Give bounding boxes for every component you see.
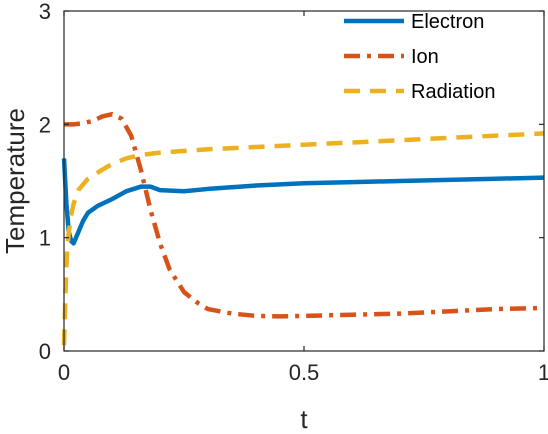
series-line-electron — [61, 158, 545, 246]
x-tick-label: 0.5 — [289, 360, 320, 385]
y-tick-label: 2 — [39, 112, 51, 137]
legend-label-electron: Electron — [411, 11, 484, 33]
legend-label-radiation: Radiation — [411, 81, 496, 103]
series-line-radiation — [61, 131, 545, 346]
x-tick-label: 0 — [58, 360, 70, 385]
legend: Electron Ion Radiation — [344, 11, 496, 103]
y-tick-label: 3 — [39, 0, 51, 24]
y-tick-label: 1 — [39, 226, 51, 251]
y-tick-label: 0 — [39, 339, 51, 364]
series-line-ion — [64, 111, 545, 319]
ticks-layer: 0 0.5 1 0 1 2 3 — [39, 0, 548, 385]
legend-label-ion: Ion — [411, 46, 439, 68]
x-axis-label: t — [300, 404, 308, 434]
x-tick-label: 1 — [538, 360, 548, 385]
y-axis-label: Temperature — [0, 108, 30, 254]
series-layer — [61, 111, 545, 346]
